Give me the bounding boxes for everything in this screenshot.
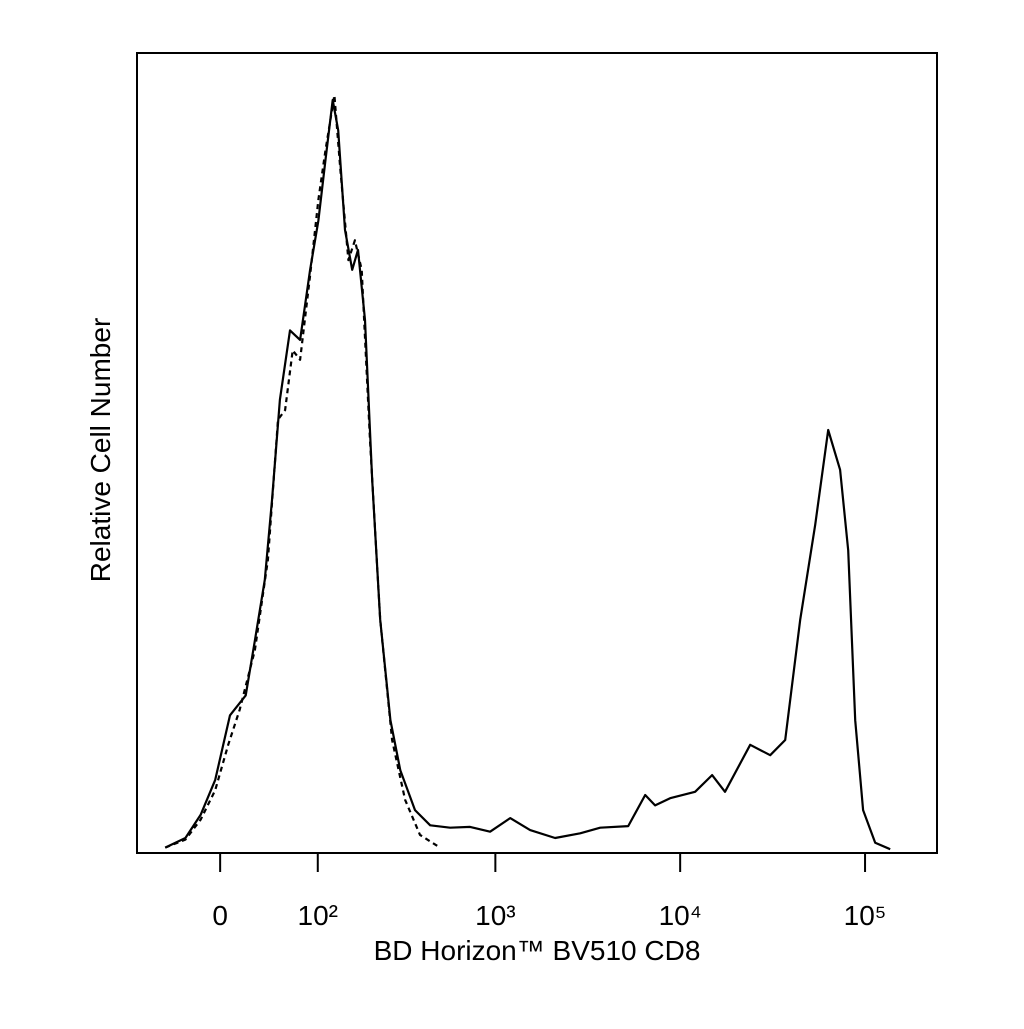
x-tick-label: 10⁴ [659,900,702,931]
x-axis-label: BD Horizon™ BV510 CD8 [374,935,701,966]
x-tick-label: 10³ [475,900,515,931]
dashed-histogram-line [164,94,441,849]
histogram-line [164,98,891,851]
x-tick-label: 0 [212,900,228,931]
x-tick-label: 10⁵ [844,900,887,931]
plot-frame [136,52,938,854]
x-tick-label: 10² [298,900,338,931]
y-axis-label: Relative Cell Number [85,318,116,583]
